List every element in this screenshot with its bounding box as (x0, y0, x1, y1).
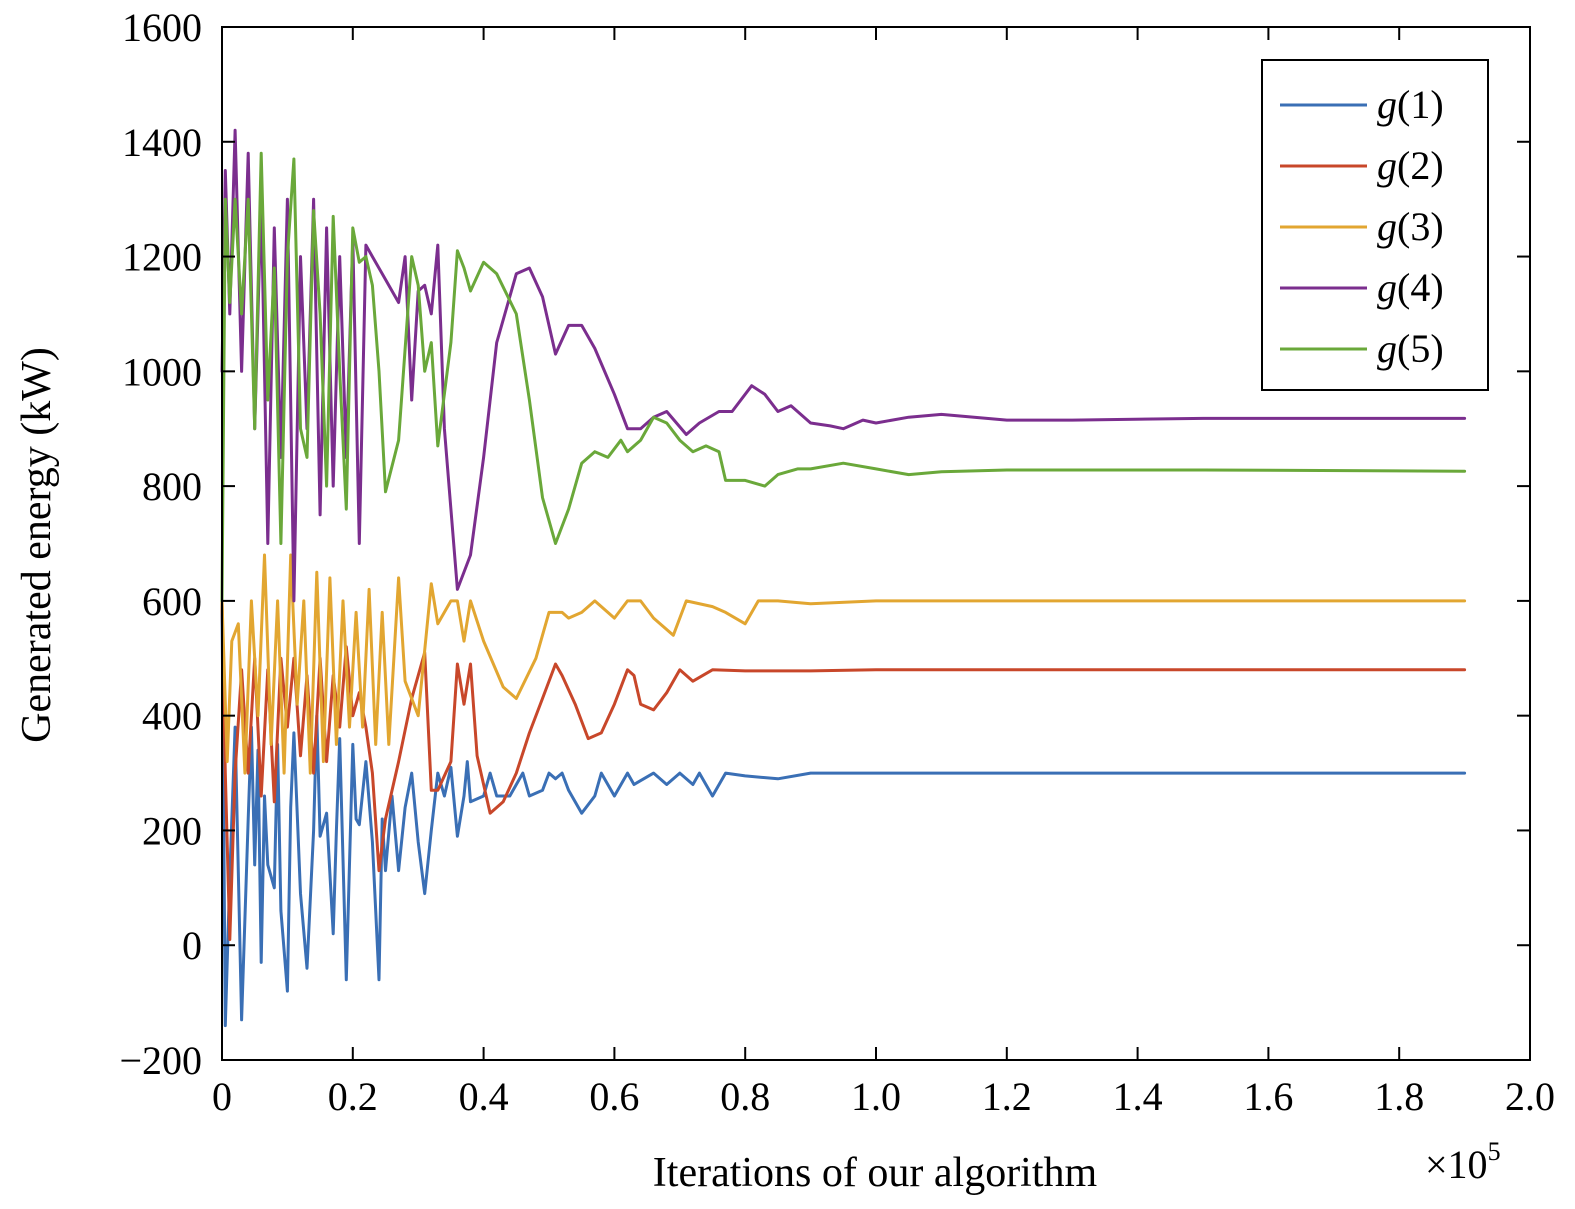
x-tick-label: 1.6 (1243, 1074, 1293, 1119)
series-line-2 (220, 599, 1467, 941)
y-axis-label: Generated energy (kW) (14, 347, 60, 743)
x-tick-label: 0 (212, 1074, 232, 1119)
legend-label-2: g(2) (1377, 143, 1444, 188)
legend-label-5: g(5) (1377, 326, 1444, 371)
x-tick-label: 1.2 (982, 1074, 1032, 1119)
y-tick-label: 1600 (122, 5, 202, 50)
x-axis-multiplier: ×105 (1425, 1137, 1501, 1187)
x-axis-label: Iterations of our algorithm (653, 1150, 1098, 1196)
legend-label-3: g(3) (1377, 204, 1444, 249)
y-tick-label: 1400 (122, 120, 202, 165)
series-line-5 (220, 151, 1467, 603)
x-tick-label: 0.4 (459, 1074, 509, 1119)
x-tick-label: 1.4 (1113, 1074, 1163, 1119)
x-tick-label: 0.2 (328, 1074, 378, 1119)
legend-box (1261, 59, 1489, 391)
series-line-3 (220, 553, 1467, 775)
legend-label-4: g(4) (1377, 265, 1444, 310)
legend-label-1: g(1) (1377, 82, 1444, 127)
series-line-1 (220, 599, 1467, 1028)
legend: g(1) g(2) g(3) g(4) g(5) (1261, 59, 1489, 391)
x-tick-label: 2.0 (1505, 1074, 1555, 1119)
x-tick-label: 0.6 (589, 1074, 639, 1119)
y-tick-label: 1200 (122, 235, 202, 280)
y-tick-label: 800 (142, 464, 202, 509)
plot-area (220, 128, 1467, 1028)
x-multiplier-base: ×10 (1425, 1142, 1488, 1187)
x-tick-label: 1.0 (851, 1074, 901, 1119)
series-line-4 (220, 128, 1467, 603)
y-tick-label: 0 (182, 923, 202, 968)
y-tick-label: 1000 (122, 349, 202, 394)
x-tick-label: 0.8 (720, 1074, 770, 1119)
y-tick-label: 600 (142, 579, 202, 624)
x-tick-label: 1.8 (1374, 1074, 1424, 1119)
axes: 0 0.2 0.4 0.6 0.8 1.0 1.2 1.4 1.6 1.8 2.0−20002004… (119, 5, 1555, 1119)
y-tick-label: −200 (119, 1038, 202, 1083)
y-tick-label: 400 (142, 694, 202, 739)
y-tick-label: 200 (142, 808, 202, 853)
x-multiplier-exponent: 5 (1488, 1137, 1501, 1166)
